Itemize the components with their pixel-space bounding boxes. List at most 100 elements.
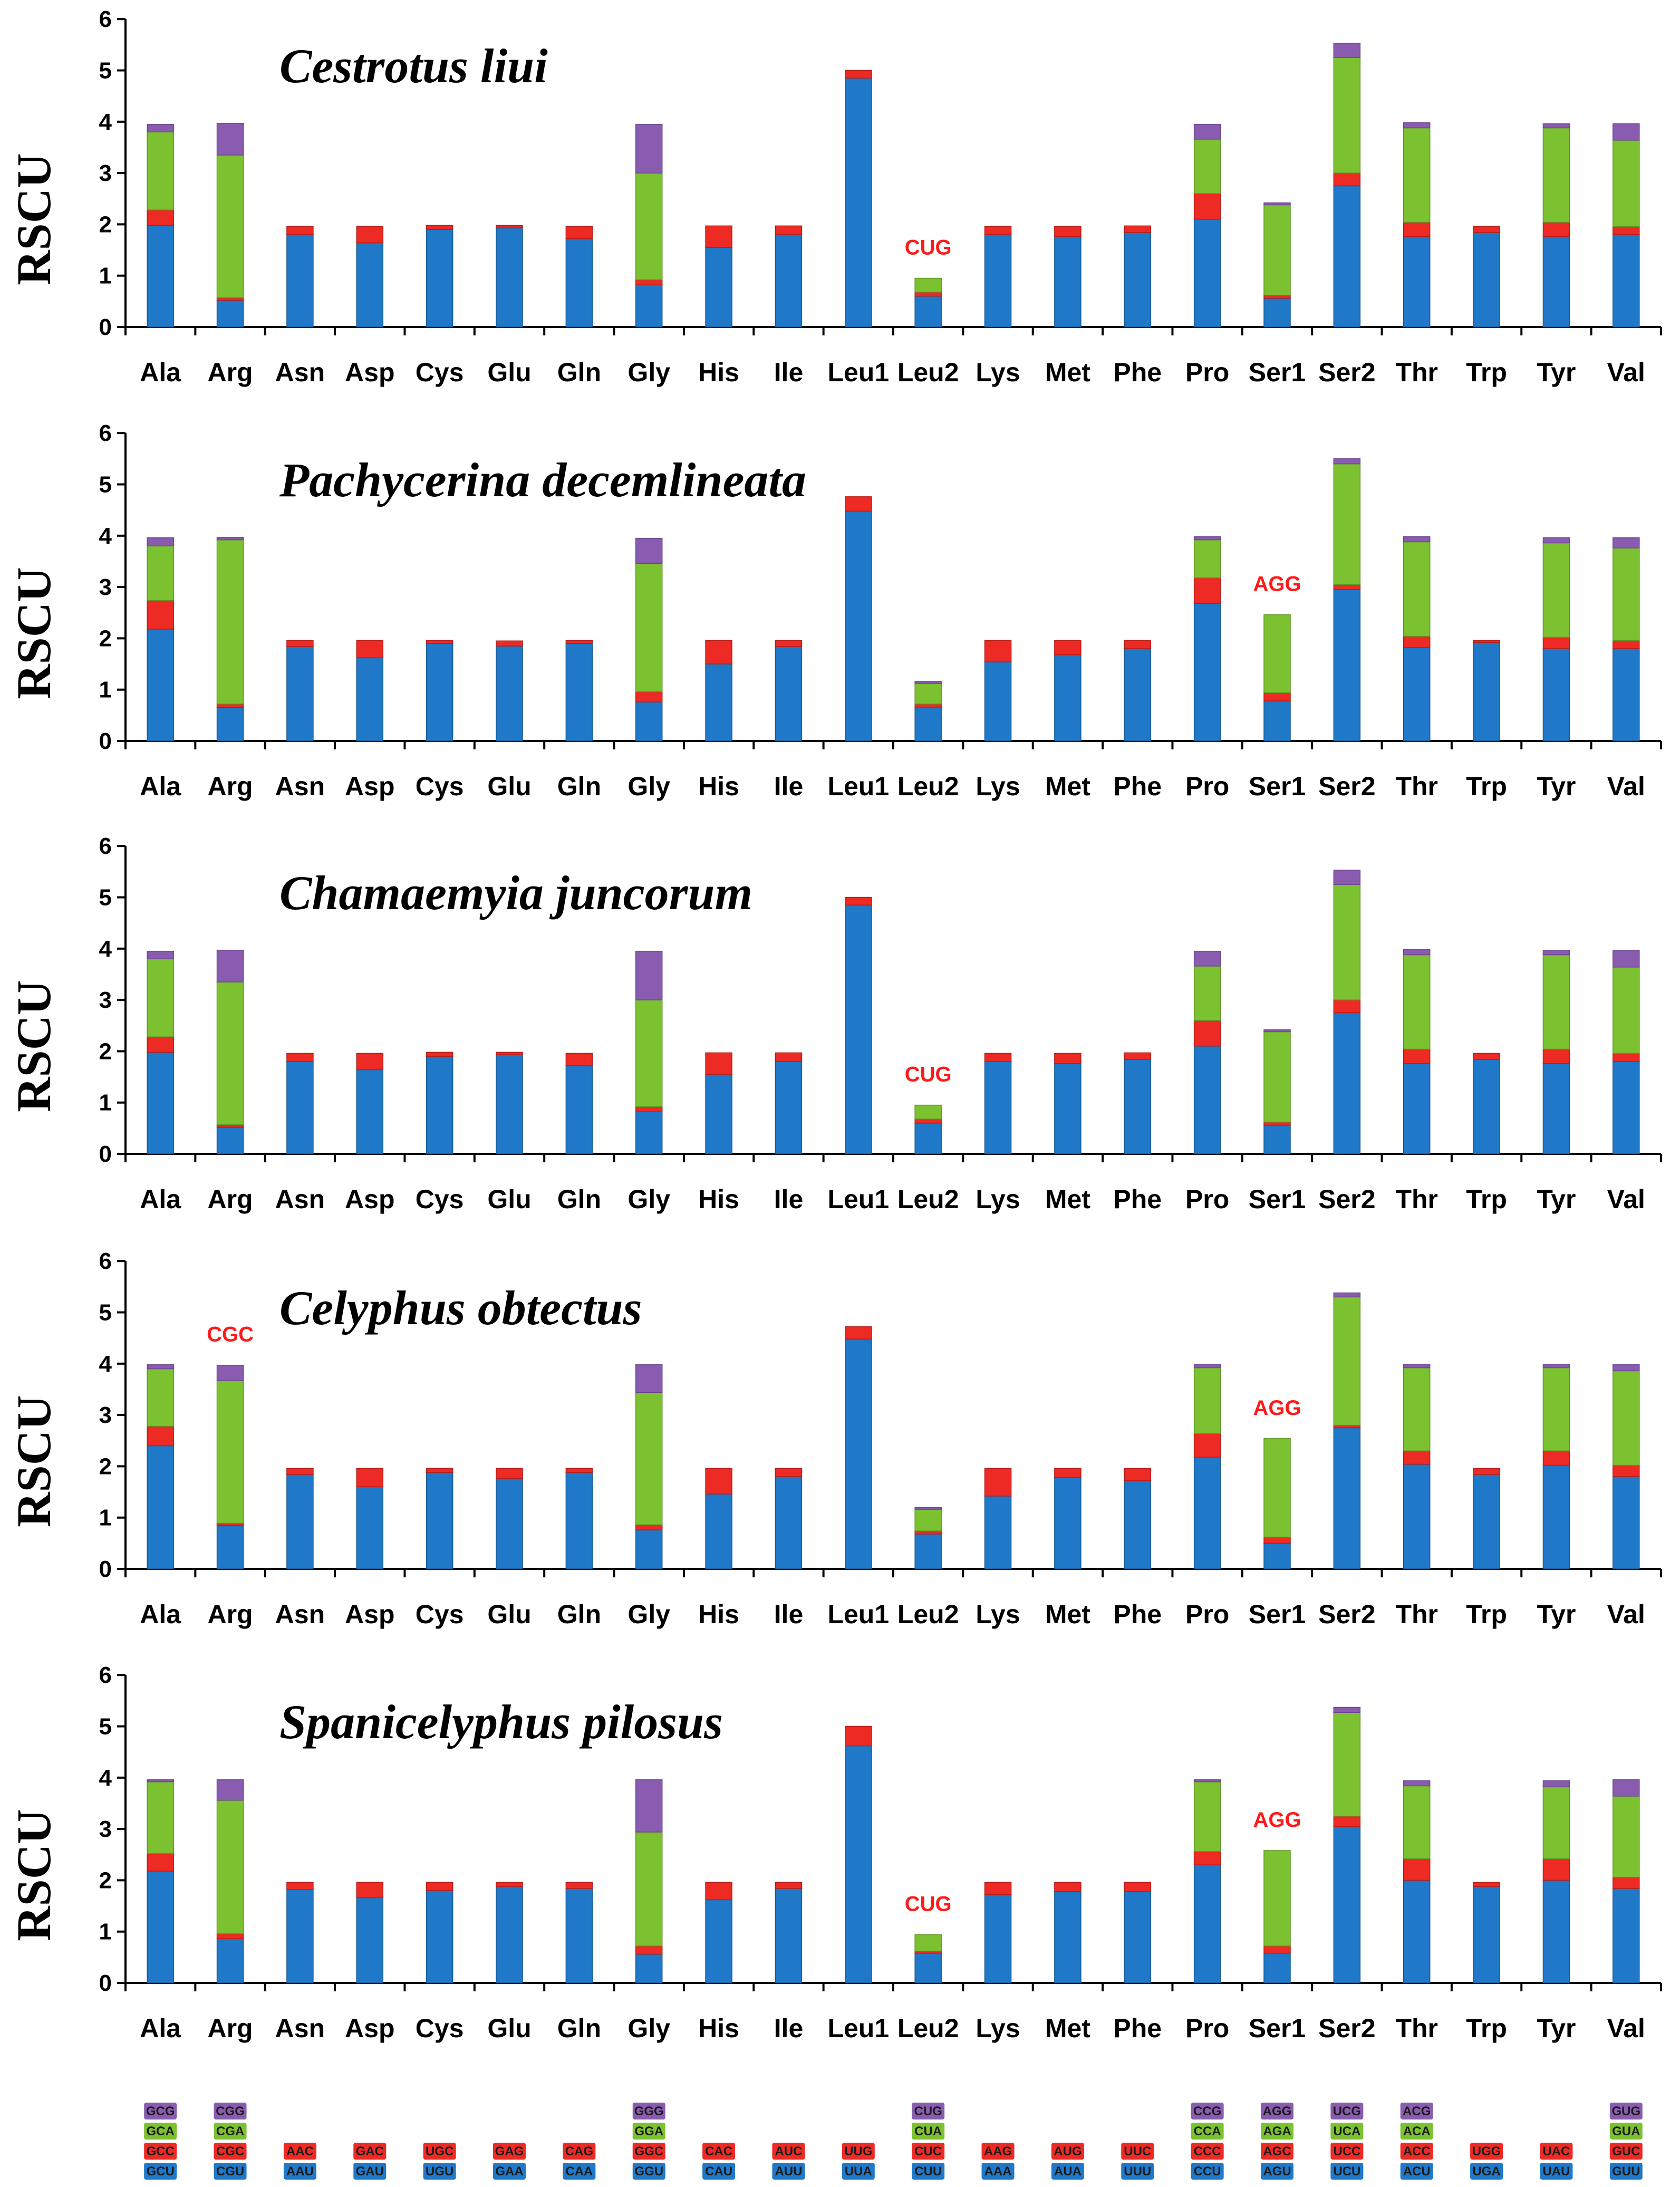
bar-segment-thr-1 bbox=[1403, 647, 1431, 741]
y-tick-label: 4 bbox=[99, 1765, 112, 1791]
bar-segment-lys-1 bbox=[984, 1496, 1012, 1569]
x-tick-label: Met bbox=[1045, 358, 1090, 387]
bar-segment-arg-1 bbox=[216, 1525, 244, 1569]
bar-segment-glu-2 bbox=[496, 640, 523, 647]
annotation-label: CUG bbox=[905, 236, 952, 259]
codon-swatch bbox=[1191, 2123, 1224, 2140]
x-tick-label: Trp bbox=[1466, 2013, 1507, 2043]
bar-segment-leu2-3 bbox=[914, 1104, 942, 1120]
bar-segment-pro-1 bbox=[1193, 603, 1221, 741]
bar-segment-tyr-4 bbox=[1542, 537, 1570, 544]
codon-label: AGU bbox=[1263, 2164, 1291, 2179]
codon-legend: GCU GCC GCA GCG CGU CGC CGA CGG AAU AAC GAU GAC UGU U… bbox=[144, 2103, 1643, 2180]
y-tick-label: 6 bbox=[99, 1248, 112, 1274]
bar-segment-leu2-2 bbox=[914, 1530, 942, 1535]
bar-segment-ala-1 bbox=[147, 1871, 174, 1983]
x-tick-label: Thr bbox=[1395, 1600, 1438, 1629]
codon-label: GAC bbox=[356, 2144, 384, 2159]
bar-segment-trp-1 bbox=[1473, 1474, 1500, 1569]
bar-segment-gly-2 bbox=[635, 1524, 663, 1530]
bar-segment-ala-4 bbox=[147, 537, 174, 547]
y-tick-label: 2 bbox=[99, 1867, 112, 1893]
bar-segment-thr-4 bbox=[1403, 1780, 1431, 1787]
bar-segment-ala-3 bbox=[147, 545, 174, 601]
bar-segment-asn-1 bbox=[286, 1889, 314, 1983]
x-tick-label: Glu bbox=[487, 2013, 531, 2043]
y-tick-label: 5 bbox=[99, 885, 112, 911]
x-tick-label: Asp bbox=[345, 1600, 394, 1629]
x-tick-label: Leu2 bbox=[897, 2013, 959, 2043]
y-tick-label: 6 bbox=[99, 420, 112, 446]
y-tick-label: 2 bbox=[99, 1038, 112, 1064]
codon-swatch bbox=[563, 2143, 596, 2160]
codon-swatch bbox=[702, 2143, 736, 2160]
bar-segment-lys-2 bbox=[984, 1053, 1012, 1062]
bar-segment-asn-1 bbox=[286, 1061, 314, 1154]
bar-segment-ala-2 bbox=[147, 1425, 174, 1447]
x-tick-label: Met bbox=[1045, 1184, 1090, 1214]
x-tick-label: Ala bbox=[140, 1184, 181, 1214]
bar-segment-cys-1 bbox=[426, 1890, 453, 1983]
bar-segment-gln-1 bbox=[565, 1065, 593, 1154]
bar-segment-ser1-3 bbox=[1263, 614, 1291, 693]
x-tick-label: Pro bbox=[1185, 1184, 1229, 1214]
codon-label: AUC bbox=[775, 2144, 802, 2159]
x-tick-label: Asn bbox=[275, 1600, 325, 1629]
bar-segment-val-2 bbox=[1613, 1876, 1640, 1889]
codon-label: ACU bbox=[1403, 2164, 1431, 2179]
codon-label: GAG bbox=[495, 2144, 524, 2159]
x-tick-label: Gly bbox=[627, 358, 670, 387]
bar-segment-phe-1 bbox=[1124, 648, 1152, 741]
x-tick-label: Phe bbox=[1113, 1184, 1162, 1214]
codon-label: GUG bbox=[1611, 2104, 1640, 2118]
bar-segment-gly-4 bbox=[635, 1364, 663, 1393]
x-tick-label: Gly bbox=[627, 2013, 670, 2043]
bar-segment-thr-2 bbox=[1403, 1858, 1431, 1881]
bar-segment-pro-1 bbox=[1193, 1864, 1221, 1983]
bar-segment-tyr-1 bbox=[1542, 236, 1570, 327]
bar-segment-trp-2 bbox=[1473, 1882, 1500, 1887]
bar-segment-ile-1 bbox=[775, 646, 803, 741]
bar-segment-asp-1 bbox=[356, 1486, 384, 1569]
codon-swatch bbox=[493, 2143, 526, 2160]
bar-segment-ser2-4 bbox=[1333, 870, 1361, 885]
bar-segment-gly-1 bbox=[635, 1953, 663, 1983]
codon-label: CGU bbox=[216, 2164, 244, 2179]
y-tick-label: 0 bbox=[99, 314, 112, 340]
codon-swatch bbox=[1400, 2163, 1433, 2180]
bar-segment-phe-1 bbox=[1124, 1891, 1152, 1983]
bar-segment-gly-1 bbox=[635, 284, 663, 327]
bar-segment-ala-2 bbox=[147, 1853, 174, 1872]
bar-segment-leu1-2 bbox=[845, 496, 872, 512]
bar-segment-pro-4 bbox=[1193, 123, 1221, 140]
codon-swatch bbox=[1609, 2123, 1643, 2140]
codon-swatch bbox=[1261, 2163, 1293, 2180]
bar-segment-gln-1 bbox=[565, 238, 593, 327]
codon-swatch bbox=[842, 2163, 875, 2180]
x-tick-label: Glu bbox=[487, 1600, 531, 1629]
bar-segment-met-1 bbox=[1054, 654, 1082, 741]
codon-label: AUG bbox=[1054, 2144, 1082, 2159]
x-tick-label: Trp bbox=[1466, 358, 1507, 387]
bar-segment-arg-1 bbox=[216, 707, 244, 741]
bar-segment-trp-1 bbox=[1473, 642, 1500, 741]
bar-segment-arg-4 bbox=[216, 1364, 244, 1381]
bar-segment-his-1 bbox=[705, 663, 732, 741]
bar-segment-gln-2 bbox=[565, 1053, 593, 1066]
codon-label: CUC bbox=[914, 2144, 942, 2159]
codon-swatch bbox=[632, 2123, 665, 2140]
bar-segment-thr-1 bbox=[1403, 1463, 1431, 1569]
bar-segment-tyr-1 bbox=[1542, 648, 1570, 741]
codon-label: AGA bbox=[1263, 2124, 1291, 2138]
bar-segment-val-4 bbox=[1613, 950, 1640, 968]
bar-segment-pro-4 bbox=[1193, 1779, 1221, 1783]
bar-segment-arg-3 bbox=[216, 1799, 244, 1934]
bar-segment-glu-1 bbox=[496, 1886, 523, 1983]
x-tick-label: Glu bbox=[487, 1184, 531, 1214]
codon-label: GAA bbox=[495, 2164, 523, 2179]
bar-segment-leu1-2 bbox=[845, 70, 872, 79]
y-tick-label: 6 bbox=[99, 833, 112, 859]
x-tick-label: Ala bbox=[140, 772, 181, 801]
codon-label: UCA bbox=[1333, 2124, 1360, 2138]
bar-segment-ala-1 bbox=[147, 629, 174, 741]
